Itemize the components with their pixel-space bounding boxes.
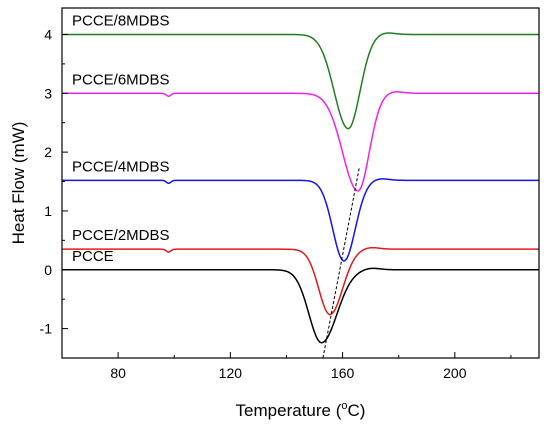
y-axis-ticks: -1 0 1 2 3 4 xyxy=(40,26,68,359)
series-label-3: PCCE/6MDBS xyxy=(72,71,170,88)
x-axis-ticks: 80 120 160 200 xyxy=(61,352,512,381)
trend-line-group xyxy=(322,166,360,359)
series-label-2: PCCE/4MDBS xyxy=(72,158,170,175)
x-tick-label: 200 xyxy=(443,365,467,381)
series-label-1: PCCE/2MDBS xyxy=(72,227,170,244)
y-tick-label: 4 xyxy=(44,26,52,42)
x-tick-label: 160 xyxy=(331,365,355,381)
x-axis-title: Temperature (oC) xyxy=(236,400,366,420)
y-tick-label: 0 xyxy=(44,262,52,278)
series-label-4: PCCE/8MDBS xyxy=(72,12,170,29)
y-tick-label: 1 xyxy=(44,203,52,219)
series-line-1 xyxy=(62,246,539,316)
series-curves xyxy=(62,32,539,344)
series-label-0: PCCE xyxy=(72,248,114,265)
series-line-0 xyxy=(62,267,539,344)
y-axis-title: Heat Flow (mW) xyxy=(9,122,28,245)
x-tick-label: 120 xyxy=(219,365,243,381)
series-line-3 xyxy=(62,91,539,192)
y-tick-label: -1 xyxy=(40,321,53,337)
series-labels: PCCE PCCE/2MDBS PCCE/4MDBS PCCE/6MDBS PCCE/8… xyxy=(72,12,170,264)
x-tick-label: 80 xyxy=(110,365,126,381)
plot-frame xyxy=(61,7,540,359)
y-tick-label: 3 xyxy=(44,85,52,101)
series-line-4 xyxy=(62,32,539,130)
peak-trend-line xyxy=(322,166,360,359)
y-tick-label: 2 xyxy=(44,144,52,160)
series-line-2 xyxy=(62,178,539,262)
